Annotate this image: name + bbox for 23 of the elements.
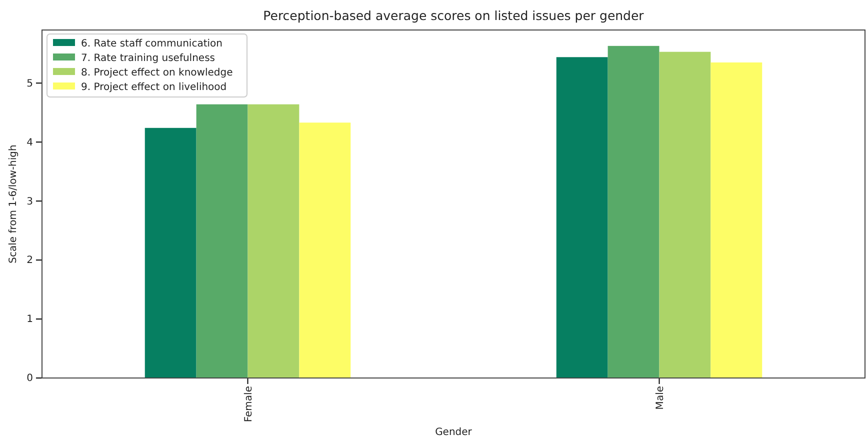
x-tick-label: Female xyxy=(243,386,254,422)
bar xyxy=(710,62,762,378)
bar xyxy=(144,128,196,378)
y-axis-title: Scale from 1-6/low-high xyxy=(8,144,19,264)
bar xyxy=(659,52,711,378)
y-tick-label: 0 xyxy=(26,373,33,384)
bar xyxy=(608,46,660,378)
bar xyxy=(299,122,351,378)
y-tick-label: 2 xyxy=(26,255,33,266)
chart-title: Perception-based average scores on listed issues per gender xyxy=(263,8,645,23)
x-axis-title: Gender xyxy=(435,427,473,438)
legend-label: 7. Rate training usefulness xyxy=(81,53,215,64)
y-tick-label: 1 xyxy=(26,314,33,326)
bar xyxy=(556,57,608,378)
y-tick-label: 3 xyxy=(26,196,33,208)
legend-label: 8. Project effect on knowledge xyxy=(81,68,233,78)
y-tick-label: 5 xyxy=(26,78,33,90)
y-tick-label: 4 xyxy=(26,137,33,148)
bar xyxy=(196,104,248,378)
legend-label: 6. Rate staff communication xyxy=(81,38,222,50)
bar xyxy=(248,104,300,378)
legend-label: 9. Project effect on livelihood xyxy=(81,82,227,93)
x-tick-label: Male xyxy=(654,386,666,410)
